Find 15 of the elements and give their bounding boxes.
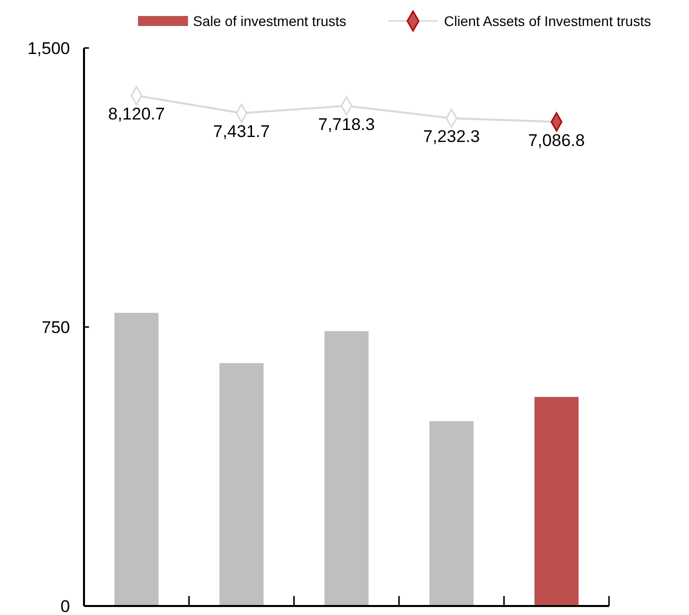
- bar: [429, 421, 474, 606]
- y-tick-label: 1,500: [27, 39, 70, 58]
- bar: [534, 396, 579, 606]
- legend-label: Sale of investment trusts: [193, 13, 346, 29]
- data-label: 7,718.3: [318, 114, 375, 134]
- bar: [219, 363, 264, 606]
- bar: [114, 312, 159, 606]
- bar: [324, 331, 369, 606]
- data-label: 7,086.8: [528, 130, 585, 150]
- y-tick-label: 750: [42, 318, 70, 337]
- data-label: 7,232.3: [423, 127, 480, 146]
- data-label: 7,431.7: [213, 122, 270, 142]
- y-tick-label: 0: [60, 597, 70, 615]
- data-label: 8,120.7: [108, 104, 165, 124]
- legend-label: Client Assets of Investment trusts: [444, 13, 651, 29]
